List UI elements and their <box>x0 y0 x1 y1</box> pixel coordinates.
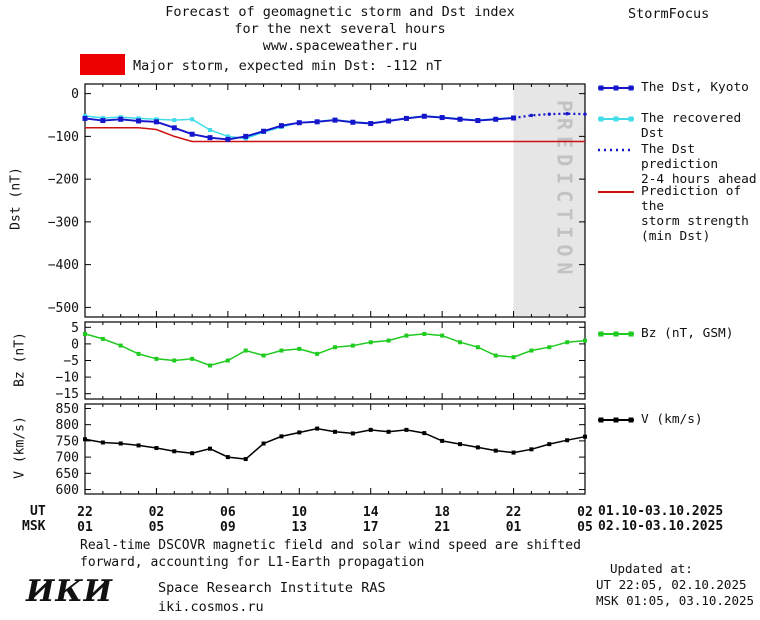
ut-tick-label: 14 <box>363 505 379 520</box>
ut-tick-label: 10 <box>291 505 307 520</box>
institute-name: Space Research Institute RAS <box>158 580 386 596</box>
prediction-zone <box>513 85 585 316</box>
msk-tick-label: 01 <box>506 520 522 535</box>
storm-strength-sample-icon <box>598 191 634 193</box>
legend-label: V (km/s) <box>641 412 703 427</box>
msk-tick-label: 17 <box>363 520 379 535</box>
ut-tick-label: 02 <box>149 505 165 520</box>
y-tick-label: 5 <box>71 321 79 336</box>
ut-tick-label: 22 <box>77 505 93 520</box>
legend-item-storm-strength: Prediction of the storm strength (min Ds… <box>596 184 760 244</box>
v-sample-icon <box>598 417 634 423</box>
legend-label: storm strength <box>641 214 749 229</box>
legend-item-dst-kyoto: The Dst, Kyoto <box>596 80 749 95</box>
footnote-line1: Real-time DSCOVR magnetic field and sola… <box>80 538 581 553</box>
msk-tick-label: 13 <box>291 520 307 535</box>
dst-prediction-sample-icon <box>598 148 634 152</box>
series-the-recovered-dst <box>84 115 514 140</box>
msk-tick-label: 01 <box>77 520 93 535</box>
updated-at-label: Updated at: <box>610 561 693 576</box>
msk-date-range: 02.10-03.10.2025 <box>598 519 724 534</box>
major-storm-swatch <box>80 54 125 75</box>
iki-logo: ИКИ <box>26 574 113 609</box>
figure-title: Forecast of geomagnetic storm and Dst in… <box>60 4 620 55</box>
y-tick-label: 650 <box>56 467 79 482</box>
figure-title-url: www.spaceweather.ru <box>262 38 418 54</box>
major-storm-label: Major storm, expected min Dst: -112 nT <box>133 58 442 74</box>
y-tick-label: −10 <box>56 371 79 386</box>
series-bz-nt-gsm <box>84 333 586 367</box>
legend-label: Bz (nT, GSM) <box>641 326 734 341</box>
msk-row-label: MSK <box>22 519 46 534</box>
y-tick-label: 750 <box>56 434 79 449</box>
legend-item-v: V (km/s) <box>596 412 703 427</box>
y-tick-label: −300 <box>48 215 79 230</box>
ut-tick-label: 18 <box>434 505 450 520</box>
dst-kyoto-sample-icon <box>598 85 634 91</box>
prediction-watermark: PREDICTION <box>552 100 576 280</box>
legend-label: Prediction of the <box>641 184 742 214</box>
ut-tick-label: 06 <box>220 505 236 520</box>
legend-label: The recovered Dst <box>641 111 742 141</box>
y-tick-label: 700 <box>56 451 79 466</box>
legend-label: The Dst prediction <box>641 142 719 172</box>
y-tick-label: −100 <box>48 130 79 145</box>
legend-item-bz: Bz (nT, GSM) <box>596 326 733 341</box>
y-tick-label: 0 <box>71 87 79 102</box>
updated-msk: MSK 01:05, 03.10.2025 <box>596 593 755 608</box>
updated-ut: UT 22:05, 02.10.2025 <box>596 577 747 592</box>
legend-item-recovered-dst: The recovered Dst <box>596 111 760 141</box>
series-prediction-of-the-storm-strength-min-dst <box>85 127 585 143</box>
ut-date-range: 01.10-03.10.2025 <box>598 504 724 519</box>
msk-tick-label: 09 <box>220 520 236 535</box>
footnote-line2: forward, accounting for L1-Earth propaga… <box>80 555 425 570</box>
y-tick-label: 600 <box>56 483 79 498</box>
y-tick-label: 850 <box>56 402 79 417</box>
y-tick-label: −5 <box>63 354 79 369</box>
ut-row-label: UT <box>30 504 46 519</box>
y-tick-label: −200 <box>48 173 79 188</box>
ut-tick-label: 02 <box>577 505 593 520</box>
figure-title-line2: for the next several hours <box>234 21 446 37</box>
dst-axis-label: Dst (nT) <box>8 167 24 230</box>
legend-label: The Dst, Kyoto <box>641 80 749 95</box>
recovered-dst-sample-icon <box>598 116 634 122</box>
brand-label: StormFocus <box>628 6 710 22</box>
msk-tick-label: 05 <box>149 520 165 535</box>
y-tick-label: −15 <box>56 387 79 402</box>
legend-item-dst-prediction: The Dst prediction 2-4 hours ahead <box>596 142 760 187</box>
y-tick-label: 800 <box>56 418 79 433</box>
legend-label: 2-4 hours ahead <box>641 172 757 187</box>
msk-tick-label: 21 <box>434 520 450 535</box>
y-tick-label: 0 <box>71 337 79 352</box>
bz-sample-icon <box>598 331 634 337</box>
msk-tick-label: 05 <box>577 520 593 535</box>
series-the-dst-kyoto <box>84 115 514 141</box>
v-axis-label: V (km/s) <box>12 416 28 479</box>
y-tick-label: −400 <box>48 258 79 273</box>
figure-title-line1: Forecast of geomagnetic storm and Dst in… <box>165 4 515 20</box>
y-tick-label: −500 <box>48 301 79 316</box>
ut-tick-label: 22 <box>506 505 522 520</box>
plot-frame <box>84 321 586 400</box>
legend-label: (min Dst) <box>641 229 711 244</box>
institute-site: iki.cosmos.ru <box>158 599 264 615</box>
